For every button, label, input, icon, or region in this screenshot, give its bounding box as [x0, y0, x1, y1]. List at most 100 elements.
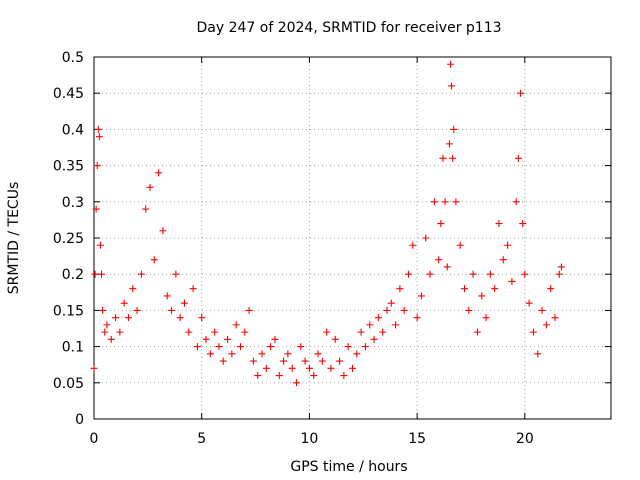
data-point	[547, 285, 555, 293]
data-point	[542, 321, 550, 329]
data-point	[349, 364, 356, 372]
y-tick-label: 0.15	[53, 303, 84, 319]
y-tick-label: 0.2	[62, 267, 84, 283]
data-point	[262, 364, 270, 372]
data-point	[91, 270, 99, 278]
data-point	[525, 299, 533, 307]
data-point	[107, 335, 115, 343]
data-point	[310, 372, 318, 380]
data-point	[344, 343, 352, 351]
data-point	[211, 328, 219, 336]
data-point	[473, 328, 481, 336]
x-tick-label: 20	[516, 431, 534, 447]
data-point	[224, 335, 232, 343]
data-point	[198, 314, 206, 322]
data-point	[189, 285, 197, 293]
y-tick-label: 0.45	[53, 86, 84, 102]
data-point	[180, 299, 188, 307]
data-point	[482, 314, 490, 322]
data-point	[267, 343, 275, 351]
x-tick-label: 15	[408, 431, 426, 447]
data-point	[456, 241, 464, 249]
data-point	[396, 285, 404, 293]
data-point	[249, 357, 257, 365]
y-tick-label: 0.3	[62, 195, 84, 211]
data-point	[504, 241, 512, 249]
data-point	[379, 328, 387, 336]
data-point	[374, 314, 382, 322]
data-point	[435, 256, 443, 264]
data-point	[245, 306, 253, 314]
data-point	[392, 321, 400, 329]
data-point	[555, 270, 563, 278]
data-point	[336, 357, 344, 365]
data-point	[94, 125, 102, 133]
data-point	[387, 299, 395, 307]
data-point	[93, 162, 101, 170]
plot-frame	[93, 56, 612, 420]
data-point	[314, 350, 322, 358]
data-point	[236, 343, 244, 351]
data-point	[447, 60, 455, 68]
data-point	[366, 321, 374, 329]
data-point	[280, 357, 288, 365]
data-point	[228, 350, 236, 358]
data-point	[495, 220, 503, 228]
data-point	[172, 270, 180, 278]
data-point	[129, 285, 137, 293]
data-point	[219, 357, 227, 365]
data-point	[120, 299, 128, 307]
data-point	[101, 328, 109, 336]
data-point	[557, 263, 565, 271]
x-axis-label: GPS time / hours	[290, 459, 407, 475]
data-point	[327, 364, 335, 372]
data-point	[96, 241, 104, 249]
data-point	[409, 241, 417, 249]
data-point	[441, 198, 449, 206]
y-tick-label: 0.35	[53, 159, 84, 175]
data-point	[508, 277, 516, 285]
data-point	[413, 314, 421, 322]
data-point	[155, 169, 163, 177]
data-point	[551, 314, 559, 322]
data-point	[486, 270, 494, 278]
data-point	[491, 285, 499, 293]
data-point	[538, 306, 546, 314]
data-point	[90, 364, 98, 372]
y-tick-label: 0	[75, 412, 84, 428]
data-point	[361, 343, 369, 351]
data-point	[517, 89, 525, 97]
grid-lines	[94, 57, 611, 419]
data-point	[288, 364, 296, 372]
data-point	[254, 372, 262, 380]
data-point	[137, 270, 145, 278]
data-point	[383, 306, 391, 314]
data-point	[124, 314, 132, 322]
data-point	[422, 234, 430, 242]
data-point	[275, 372, 283, 380]
data-point	[159, 227, 167, 235]
chart-title: Day 247 of 2024, SRMTID for receiver p11…	[196, 20, 501, 36]
data-point	[176, 314, 184, 322]
data-points	[90, 60, 565, 387]
data-point	[297, 343, 305, 351]
data-point	[445, 140, 453, 148]
data-point	[163, 292, 171, 300]
data-point	[305, 364, 313, 372]
y-tick-label: 0.4	[62, 122, 84, 138]
data-point	[519, 220, 527, 228]
data-point	[323, 328, 331, 336]
data-point	[168, 306, 176, 314]
data-point	[449, 154, 457, 162]
data-point	[258, 350, 266, 358]
data-point	[529, 328, 537, 336]
data-point	[469, 270, 477, 278]
data-point	[426, 270, 434, 278]
x-tick-labels: 0 5 10 15 20	[90, 431, 534, 447]
data-point	[202, 335, 210, 343]
data-point	[215, 343, 223, 351]
y-tick-labels: 0 0.05 0.1 0.15 0.2 0.25 0.3 0.35 0.4 0.45 0.5	[53, 50, 84, 428]
data-point	[150, 256, 158, 264]
